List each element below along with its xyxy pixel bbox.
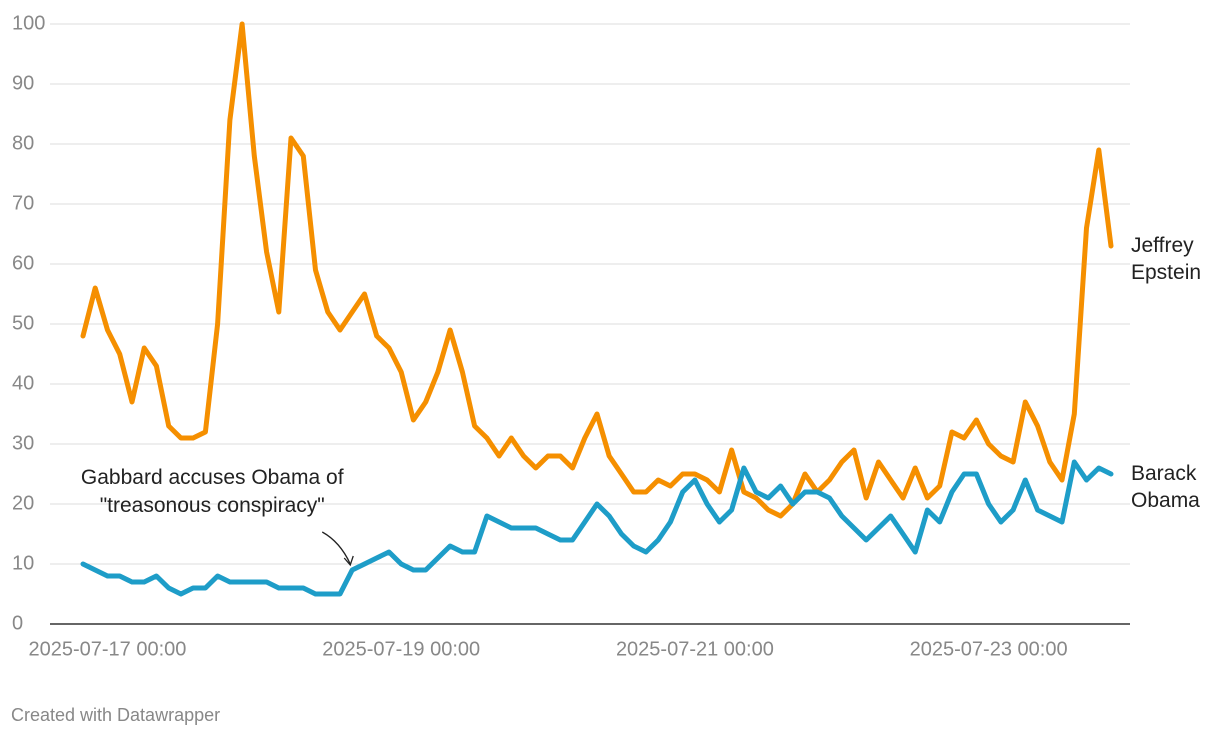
y-tick-label: 40 <box>12 372 34 394</box>
y-tick-label: 100 <box>12 12 45 34</box>
annotation: Gabbard accuses Obama of "treasonous con… <box>80 466 344 517</box>
y-tick-label: 0 <box>12 612 23 634</box>
y-tick-label: 10 <box>12 552 34 574</box>
annotation-arrowhead <box>343 555 354 567</box>
x-tick-label: 2025-07-21 00:00 <box>616 638 774 660</box>
footer: Created with Datawrapper <box>11 705 221 725</box>
series-label: Barack Obama <box>1131 462 1200 512</box>
y-tick-label: 60 <box>12 252 34 274</box>
y-tick-label: 20 <box>12 492 34 514</box>
y-tick-label: 90 <box>12 72 34 94</box>
x-tick-label: 2025-07-17 00:00 <box>29 638 187 660</box>
y-tick-label: 30 <box>12 432 34 454</box>
x-tick-label: 2025-07-19 00:00 <box>322 638 480 660</box>
y-tick-label: 50 <box>12 312 34 334</box>
line <box>80 459 1114 597</box>
y-tick-label: 80 <box>12 132 34 154</box>
line <box>80 21 1114 519</box>
series-label: Jeffrey Epstein <box>1131 234 1202 284</box>
y-tick-label: 70 <box>12 192 34 214</box>
x-tick-label: 2025-07-23 00:00 <box>910 638 1068 660</box>
annotation-arrow <box>321 531 351 565</box>
